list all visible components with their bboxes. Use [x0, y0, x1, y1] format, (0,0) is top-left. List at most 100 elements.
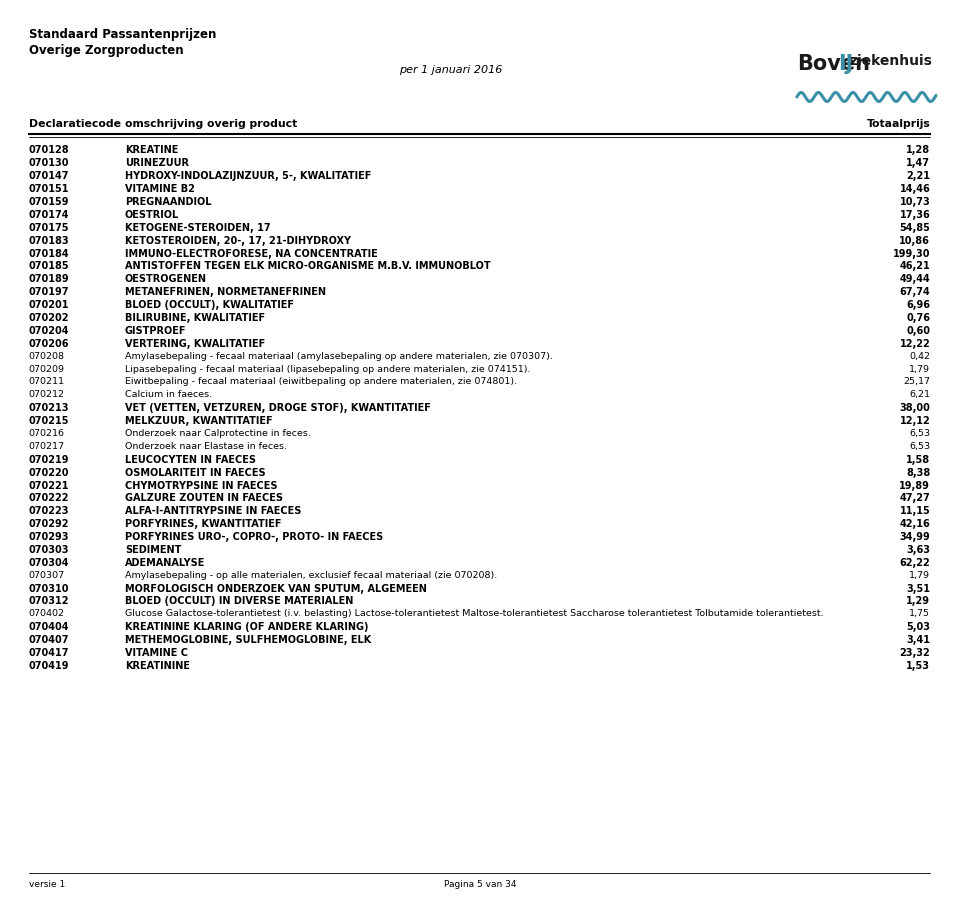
Text: 070206: 070206 — [29, 339, 69, 348]
Text: 070208: 070208 — [29, 352, 64, 361]
Text: 070175: 070175 — [29, 223, 69, 233]
Text: OSMOLARITEIT IN FAECES: OSMOLARITEIT IN FAECES — [125, 468, 265, 478]
Text: BILIRUBINE, KWALITATIEF: BILIRUBINE, KWALITATIEF — [125, 313, 265, 323]
Text: 12,22: 12,22 — [900, 339, 930, 348]
Text: Eiwitbepaling - fecaal materiaal (eiwitbepaling op andere materialen, zie 074801: Eiwitbepaling - fecaal materiaal (eiwitb… — [125, 377, 516, 386]
Text: 070404: 070404 — [29, 622, 69, 632]
Text: 0,42: 0,42 — [909, 352, 930, 361]
Text: 070185: 070185 — [29, 261, 69, 271]
Text: 6,21: 6,21 — [909, 391, 930, 400]
Text: 1,47: 1,47 — [906, 158, 930, 168]
Text: 1,79: 1,79 — [909, 365, 930, 374]
Text: Calcium in faeces.: Calcium in faeces. — [125, 391, 212, 400]
Text: 070212: 070212 — [29, 391, 64, 400]
Text: 070223: 070223 — [29, 506, 69, 516]
Text: GALZURE ZOUTEN IN FAECES: GALZURE ZOUTEN IN FAECES — [125, 493, 283, 504]
Text: Glucose Galactose-tolerantietest (i.v. belasting) Lactose-tolerantietest Maltose: Glucose Galactose-tolerantietest (i.v. b… — [125, 610, 824, 619]
Text: VET (VETTEN, VETZUREN, DROGE STOF), KWANTITATIEF: VET (VETTEN, VETZUREN, DROGE STOF), KWAN… — [125, 403, 431, 413]
Text: 070310: 070310 — [29, 584, 69, 594]
Text: 070221: 070221 — [29, 480, 69, 490]
Text: 070312: 070312 — [29, 596, 69, 606]
Text: 070304: 070304 — [29, 558, 69, 568]
Text: VITAMINE B2: VITAMINE B2 — [125, 184, 195, 194]
Text: 070222: 070222 — [29, 493, 69, 504]
Text: 070128: 070128 — [29, 145, 69, 155]
Text: BLOED (OCCULT), KWALITATIEF: BLOED (OCCULT), KWALITATIEF — [125, 300, 294, 310]
Text: PORFYRINES, KWANTITATIEF: PORFYRINES, KWANTITATIEF — [125, 519, 281, 529]
Text: GISTPROEF: GISTPROEF — [125, 326, 186, 336]
Text: VITAMINE C: VITAMINE C — [125, 648, 188, 658]
Text: 47,27: 47,27 — [900, 493, 930, 504]
Text: Overige Zorgproducten: Overige Zorgproducten — [29, 44, 183, 57]
Text: 070151: 070151 — [29, 184, 69, 194]
Text: 67,74: 67,74 — [900, 287, 930, 297]
Text: 070216: 070216 — [29, 429, 64, 438]
Text: 38,00: 38,00 — [900, 403, 930, 413]
Text: 070402: 070402 — [29, 610, 64, 619]
Text: 070189: 070189 — [29, 275, 69, 285]
Text: Lipasebepaling - fecaal materiaal (lipasebepaling op andere materialen, zie 0741: Lipasebepaling - fecaal materiaal (lipas… — [125, 365, 530, 374]
Text: HYDROXY-INDOLAZIJNZUUR, 5-, KWALITATIEF: HYDROXY-INDOLAZIJNZUUR, 5-, KWALITATIEF — [125, 172, 372, 181]
Text: 1,58: 1,58 — [906, 454, 930, 465]
Text: IJ: IJ — [838, 54, 853, 74]
Text: 19,89: 19,89 — [900, 480, 930, 490]
Text: 17,36: 17,36 — [900, 210, 930, 220]
Text: 62,22: 62,22 — [900, 558, 930, 568]
Text: 23,32: 23,32 — [900, 648, 930, 658]
Text: 6,96: 6,96 — [906, 300, 930, 310]
Text: 070209: 070209 — [29, 365, 64, 374]
Text: PORFYRINES URO-, COPRO-, PROTO- IN FAECES: PORFYRINES URO-, COPRO-, PROTO- IN FAECE… — [125, 532, 383, 542]
Text: KETOSTEROIDEN, 20-, 17, 21-DIHYDROXY: KETOSTEROIDEN, 20-, 17, 21-DIHYDROXY — [125, 235, 350, 246]
Text: 11,15: 11,15 — [900, 506, 930, 516]
Text: 070303: 070303 — [29, 545, 69, 555]
Text: 10,73: 10,73 — [900, 197, 930, 207]
Text: ANTISTOFFEN TEGEN ELK MICRO-ORGANISME M.B.V. IMMUNOBLOT: ANTISTOFFEN TEGEN ELK MICRO-ORGANISME M.… — [125, 261, 491, 271]
Text: METANEFRINEN, NORMETANEFRINEN: METANEFRINEN, NORMETANEFRINEN — [125, 287, 325, 297]
Text: 070184: 070184 — [29, 249, 69, 259]
Text: KREATININE: KREATININE — [125, 661, 190, 671]
Text: 3,41: 3,41 — [906, 635, 930, 645]
Text: 070215: 070215 — [29, 416, 69, 426]
Text: Onderzoek naar Calprotectine in feces.: Onderzoek naar Calprotectine in feces. — [125, 429, 311, 438]
Text: 5,03: 5,03 — [906, 622, 930, 632]
Text: ALFA-I-ANTITRYPSINE IN FAECES: ALFA-I-ANTITRYPSINE IN FAECES — [125, 506, 301, 516]
Text: Totaalprijs: Totaalprijs — [867, 119, 930, 128]
Text: 1,53: 1,53 — [906, 661, 930, 671]
Text: OESTROGENEN: OESTROGENEN — [125, 275, 206, 285]
Text: KETOGENE-STEROIDEN, 17: KETOGENE-STEROIDEN, 17 — [125, 223, 271, 233]
Text: IMMUNO-ELECTROFORESE, NA CONCENTRATIE: IMMUNO-ELECTROFORESE, NA CONCENTRATIE — [125, 249, 377, 259]
Text: KREATININE KLARING (OF ANDERE KLARING): KREATININE KLARING (OF ANDERE KLARING) — [125, 622, 369, 632]
Text: 070219: 070219 — [29, 454, 69, 465]
Text: Declaratiecode: Declaratiecode — [29, 119, 121, 128]
Text: Amylasebepaling - fecaal materiaal (amylasebepaling op andere materialen, zie 07: Amylasebepaling - fecaal materiaal (amyl… — [125, 352, 553, 361]
Text: BLOED (OCCULT) IN DIVERSE MATERIALEN: BLOED (OCCULT) IN DIVERSE MATERIALEN — [125, 596, 353, 606]
Text: 070211: 070211 — [29, 377, 64, 386]
Text: LEUCOCYTEN IN FAECES: LEUCOCYTEN IN FAECES — [125, 454, 255, 465]
Text: 070307: 070307 — [29, 571, 65, 580]
Text: 070174: 070174 — [29, 210, 69, 220]
Text: per 1 januari 2016: per 1 januari 2016 — [399, 65, 503, 75]
Text: 070147: 070147 — [29, 172, 69, 181]
Text: Amylasebepaling - op alle materialen, exclusief fecaal materiaal (zie 070208).: Amylasebepaling - op alle materialen, ex… — [125, 571, 497, 580]
Text: 070292: 070292 — [29, 519, 69, 529]
Text: MELKZUUR, KWANTITATIEF: MELKZUUR, KWANTITATIEF — [125, 416, 273, 426]
Text: 070407: 070407 — [29, 635, 69, 645]
Text: 070204: 070204 — [29, 326, 69, 336]
Text: Onderzoek naar Elastase in feces.: Onderzoek naar Elastase in feces. — [125, 442, 287, 451]
Text: 070217: 070217 — [29, 442, 64, 451]
Text: Standaard Passantenprijzen: Standaard Passantenprijzen — [29, 28, 216, 40]
Text: 070201: 070201 — [29, 300, 69, 310]
Text: Boven: Boven — [797, 54, 870, 74]
Text: 2,21: 2,21 — [906, 172, 930, 181]
Text: 1,28: 1,28 — [906, 145, 930, 155]
Text: 070202: 070202 — [29, 313, 69, 323]
Text: 070197: 070197 — [29, 287, 69, 297]
Text: MORFOLOGISCH ONDERZOEK VAN SPUTUM, ALGEMEEN: MORFOLOGISCH ONDERZOEK VAN SPUTUM, ALGEM… — [125, 584, 426, 594]
Text: 6,53: 6,53 — [909, 442, 930, 451]
Text: 54,85: 54,85 — [900, 223, 930, 233]
Text: omschrijving overig product: omschrijving overig product — [125, 119, 297, 128]
Text: 3,51: 3,51 — [906, 584, 930, 594]
Text: CHYMOTRYPSINE IN FAECES: CHYMOTRYPSINE IN FAECES — [125, 480, 277, 490]
Text: URINEZUUR: URINEZUUR — [125, 158, 189, 168]
Text: 46,21: 46,21 — [900, 261, 930, 271]
